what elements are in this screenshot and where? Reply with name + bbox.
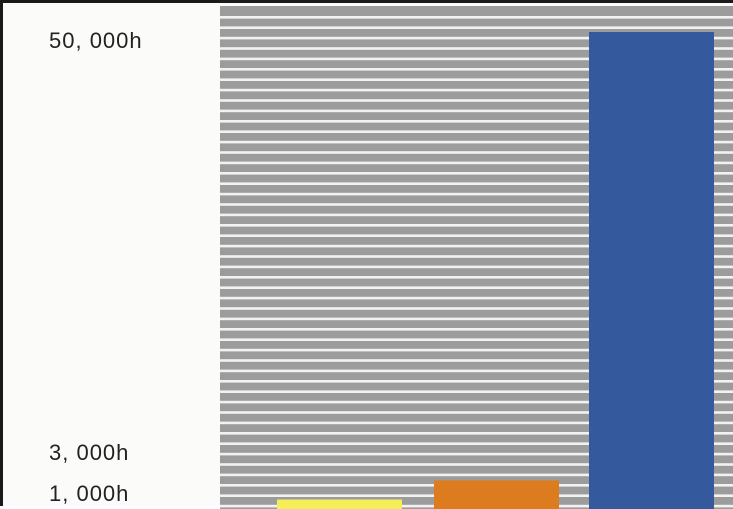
bar-chart: 50, 000h 3, 000h 1, 000h <box>3 3 733 509</box>
bar-3 <box>589 32 714 509</box>
gridline <box>220 16 733 19</box>
y-tick-label-50000: 50, 000h <box>49 28 143 53</box>
gridline <box>220 26 733 29</box>
bar-1 <box>277 500 402 509</box>
y-tick-label-1000: 1, 000h <box>49 481 129 506</box>
y-tick-label-3000: 3, 000h <box>49 440 129 465</box>
bar-2 <box>434 480 559 509</box>
y-tick-labels: 50, 000h 3, 000h 1, 000h <box>49 28 143 506</box>
